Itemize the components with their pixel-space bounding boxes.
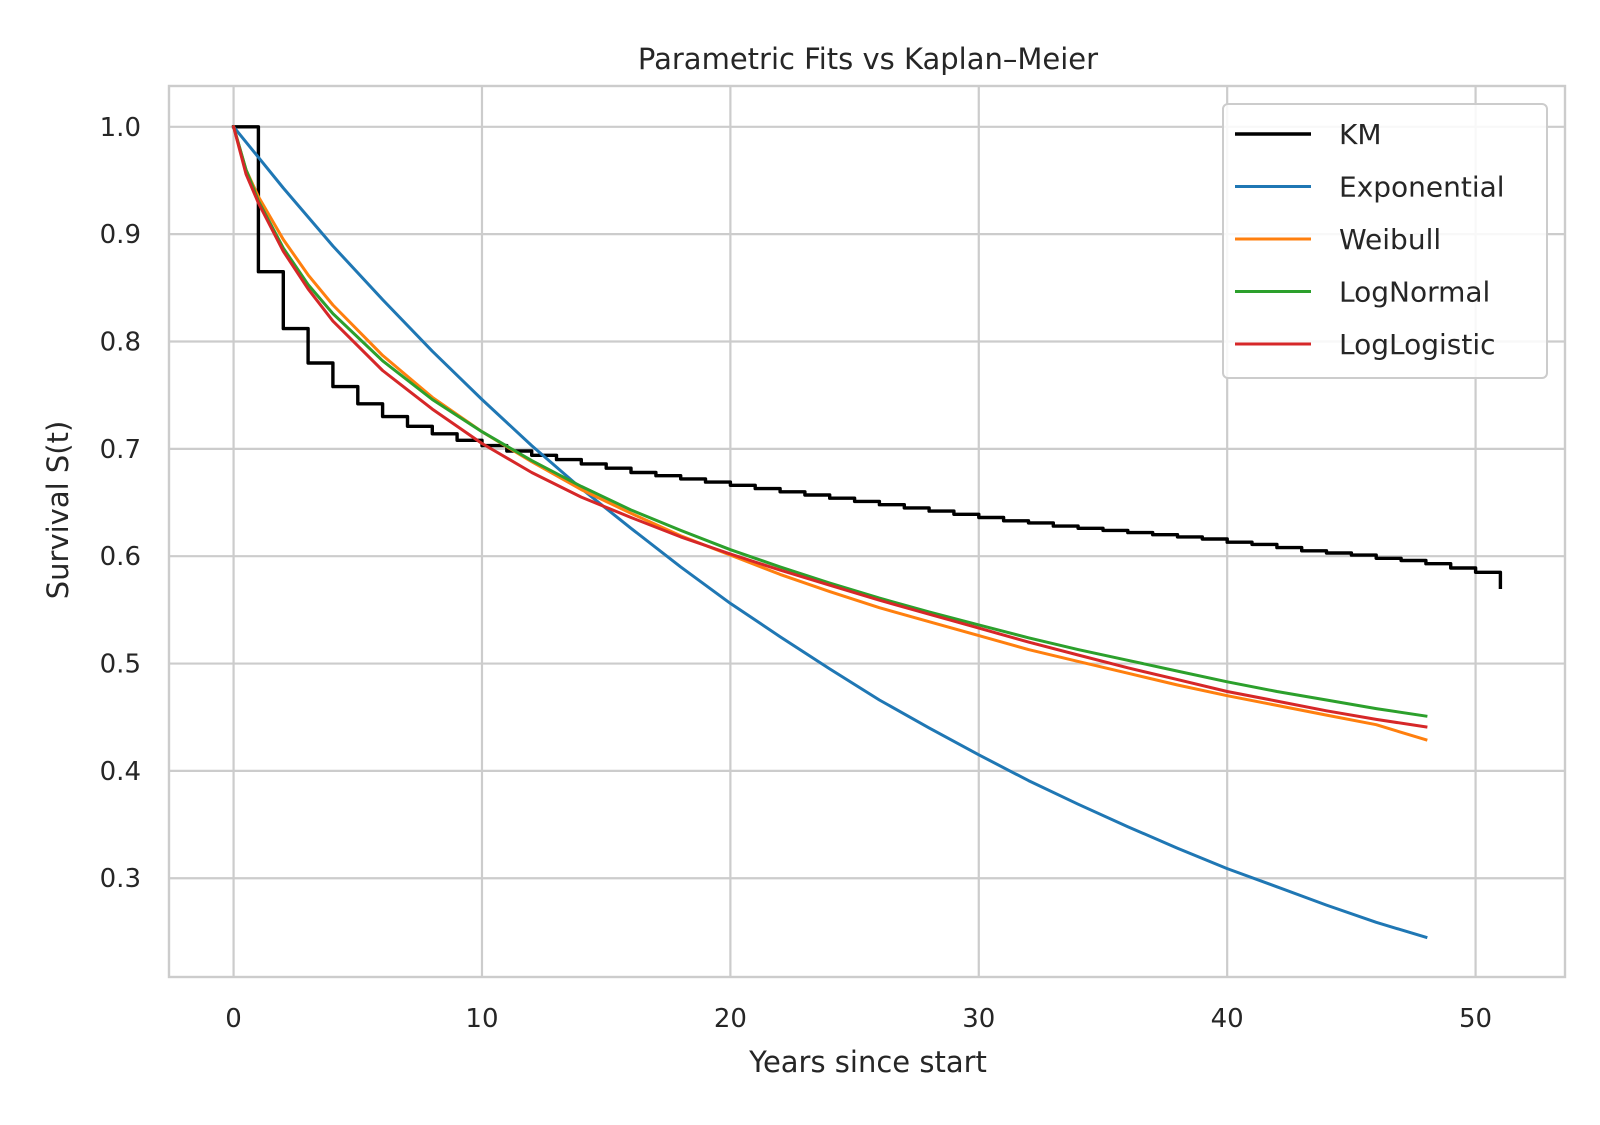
y-tick-label: 0.8 — [100, 327, 141, 357]
series-line-weibull — [231, 124, 1428, 742]
x-tick-label: 10 — [465, 1004, 498, 1034]
y-tick-label: 1.0 — [100, 113, 141, 143]
series-line-loglogistic — [231, 124, 1428, 729]
x-tick-label: 0 — [225, 1004, 242, 1034]
legend-label: Weibull — [1339, 223, 1441, 256]
x-tick-label: 40 — [1211, 1004, 1244, 1034]
y-tick-label: 0.4 — [100, 757, 141, 787]
legend: KM Exponential Weibull LogNormal LogLogistic — [1222, 103, 1548, 379]
plot-series — [231, 124, 1503, 940]
x-axis-ticks: 0 10 20 30 40 50 — [225, 1004, 1492, 1034]
x-tick-label: 20 — [714, 1004, 747, 1034]
series-line-lognormal — [231, 124, 1428, 718]
y-tick-label: 0.3 — [100, 864, 141, 894]
x-tick-label: 30 — [962, 1004, 995, 1034]
legend-label: LogNormal — [1339, 276, 1490, 309]
series-line-exponential — [231, 124, 1428, 940]
legend-label: KM — [1339, 118, 1382, 151]
y-tick-label: 0.6 — [100, 542, 141, 572]
plot-frame — [167, 84, 1567, 979]
y-tick-label: 0.7 — [100, 435, 141, 465]
y-tick-label: 0.5 — [100, 650, 141, 680]
series-line-km — [231, 125, 1503, 589]
y-tick-label: 0.9 — [100, 220, 141, 250]
legend-label: Exponential — [1339, 171, 1505, 204]
x-axis-title: Years since start — [748, 1045, 987, 1079]
y-axis-ticks: 0.3 0.4 0.5 0.6 0.7 0.8 0.9 1.0 — [100, 113, 141, 894]
grid — [169, 86, 1565, 977]
legend-box — [1222, 103, 1548, 379]
x-tick-label: 50 — [1459, 1004, 1492, 1034]
y-axis-title: Survival S(t) — [41, 421, 75, 600]
legend-label: LogLogistic — [1339, 328, 1496, 361]
chart-title: Parametric Fits vs Kaplan–Meier — [638, 42, 1098, 76]
